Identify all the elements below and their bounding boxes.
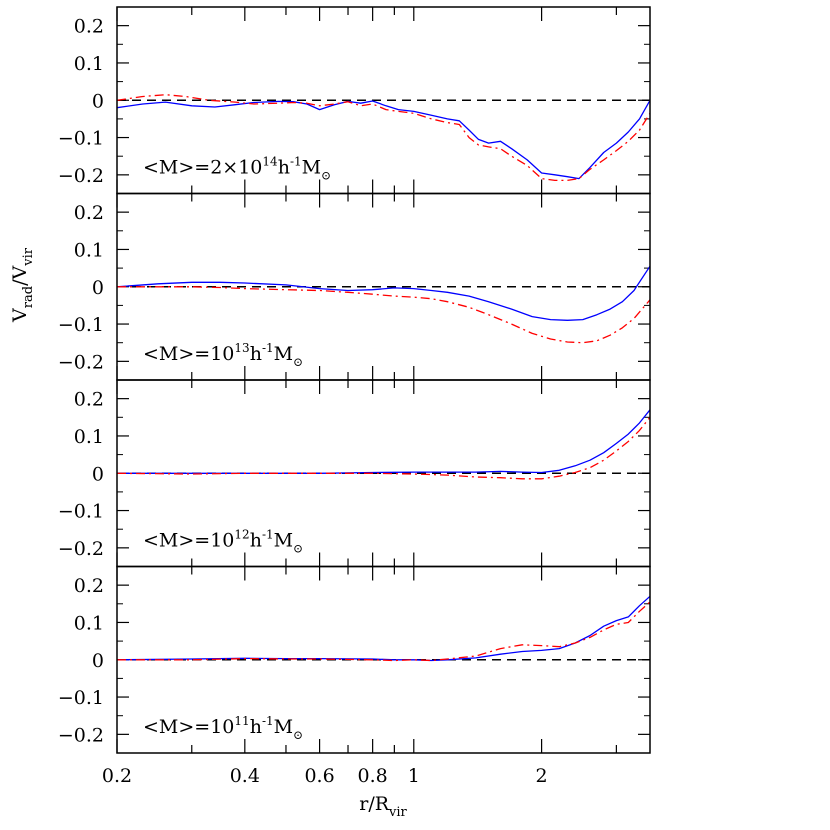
y-axis-title: Vrad/Vvir: [9, 247, 36, 323]
y-tick-label: 0.2: [74, 16, 104, 38]
series-dashdot-line: [116, 94, 651, 182]
x-tick-label: 0.4: [230, 765, 260, 787]
x-axis-title-sub: vir: [388, 805, 408, 820]
y-tick-label: −0.2: [58, 538, 104, 560]
series-solid-line: [116, 595, 651, 662]
x-tick-label: 0.2: [102, 765, 132, 787]
y-axis-title-sub2: vir: [21, 247, 36, 267]
y-tick-label: −0.2: [58, 351, 104, 373]
panel-annotation: <M>=1011h-1M⊙: [143, 714, 303, 742]
y-tick-label: 0.1: [74, 612, 104, 634]
panel-annotation: <M>=1012h-1M⊙: [143, 528, 303, 556]
series-dashdot-line: [116, 416, 651, 480]
annotation-part: h: [250, 530, 262, 552]
series-solid-line: [116, 265, 651, 321]
y-tick-label: 0: [92, 90, 104, 112]
annotation-part: <M>=10: [143, 716, 234, 738]
annotation-part: h: [250, 716, 262, 738]
y-tick-label: 0.2: [74, 389, 104, 411]
y-tick-label: 0.1: [74, 53, 104, 75]
annotation-part: -1: [262, 528, 274, 542]
y-axis-title-slash: /V: [9, 266, 31, 286]
annotation-part: <M>=10: [143, 343, 234, 365]
panel-annotation: <M>=1013h-1M⊙: [143, 341, 303, 369]
y-tick-label: −0.2: [58, 724, 104, 746]
annotation-part: -1: [290, 155, 302, 169]
annotation-part: 13: [234, 341, 249, 355]
annotation-part: ⊙: [293, 542, 303, 556]
y-tick-label: 0.2: [74, 202, 104, 224]
y-tick-label: −0.1: [58, 687, 104, 709]
series-dashdot-line: [117, 601, 651, 662]
annotation-part: M: [302, 157, 321, 179]
annotation-part: <M>=10: [143, 530, 234, 552]
annotation-part: -1: [262, 341, 274, 355]
y-tick-label: 0: [92, 650, 104, 672]
y-tick-label: 0: [92, 277, 104, 299]
series-solid-line: [116, 99, 651, 180]
annotation-part: 12: [234, 528, 249, 542]
panels-layer: 0.20.10−0.1−0.2 <M>=2×1014h-1M⊙0.20.10−0.…: [58, 6, 651, 754]
annotation-part: -1: [262, 714, 274, 728]
annotation-part: M: [274, 343, 293, 365]
x-tick-labels: 0.2 0.4 0.6 0.8 1 2: [102, 765, 548, 787]
panel-frame: [116, 565, 651, 754]
x-axis-title-main: r/R: [359, 793, 389, 815]
panel-annotation: <M>=2×1014h-1M⊙: [143, 155, 331, 183]
annotation-part: <M>=2×10: [143, 157, 262, 179]
x-tick-label: 0.6: [304, 765, 334, 787]
x-axis-title: r/Rvir: [359, 793, 407, 820]
y-axis-title-main: V: [9, 308, 31, 323]
y-tick-label: −0.2: [58, 165, 104, 187]
y-tick-label: 0.1: [74, 239, 104, 261]
annotation-part: h: [278, 157, 290, 179]
annotation-part: 14: [262, 155, 278, 169]
annotation-part: ⊙: [321, 169, 331, 183]
annotation-part: h: [250, 343, 262, 365]
x-tick-label: 0.8: [358, 765, 388, 787]
x-tick-label: 2: [536, 765, 548, 787]
panel-1: 0.2 0.1 0 −0.1 −0.2 <M>=2×1014h-1M⊙: [58, 6, 651, 195]
y-tick-label: −0.1: [58, 501, 104, 523]
annotation-part: 11: [234, 714, 249, 728]
panel-3: 0.2 0.1 0 −0.1 −0.2 <M>=1012h-1M⊙: [58, 379, 651, 568]
annotation-part: M: [274, 530, 293, 552]
annotation-part: M: [274, 716, 293, 738]
annotation-part: ⊙: [293, 728, 303, 742]
y-tick-label: 0: [92, 463, 104, 485]
y-tick-label: 0.2: [74, 575, 104, 597]
y-tick-label: 0.1: [74, 426, 104, 448]
series-solid-line: [117, 409, 651, 474]
y-tick-label: −0.1: [58, 314, 104, 336]
panel-4: 0.2 0.1 0 −0.1 −0.2 <M>=1011h-1M⊙: [58, 565, 651, 754]
panel-2: 0.2 0.1 0 −0.1 −0.2 <M>=1013h-1M⊙: [58, 192, 651, 381]
y-tick-label: −0.1: [58, 128, 104, 150]
y-axis-title-sub1: rad: [21, 286, 36, 308]
series-dashdot-line: [117, 286, 651, 344]
annotation-part: ⊙: [293, 355, 303, 369]
x-tick-label: 1: [408, 765, 420, 787]
